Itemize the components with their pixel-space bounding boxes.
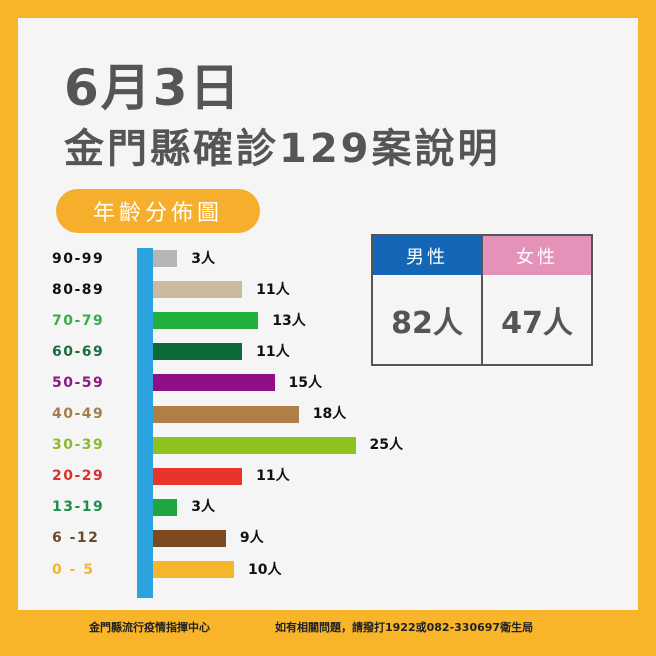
footer-contact: 如有相關問題，請撥打1922或082-330697衛生局 xyxy=(275,621,534,634)
age-bar xyxy=(153,467,243,485)
age-group-label: 40-49 xyxy=(52,406,105,422)
age-bar xyxy=(153,281,243,299)
bar-value-label: 9人 xyxy=(239,530,264,547)
age-bar xyxy=(153,312,259,330)
age-group-label: 0 - 5 xyxy=(52,561,95,578)
bar-value-label: 25人 xyxy=(369,437,403,454)
section-badge-age-distribution: 年齡分佈圖 xyxy=(56,189,260,233)
age-group-label: 80-89 xyxy=(52,281,105,298)
bar-value-label: 3人 xyxy=(191,499,216,516)
date-heading: 6月3日 xyxy=(64,59,242,117)
bar-value-label: 15人 xyxy=(288,374,322,391)
female-header: 女性 xyxy=(483,236,591,275)
gender-col-male: 男性 82人 xyxy=(373,236,481,364)
gender-col-female: 女性 47人 xyxy=(481,236,591,364)
bar-value-label: 3人 xyxy=(191,250,216,267)
male-count: 82人 xyxy=(373,275,481,364)
age-bar xyxy=(153,343,243,361)
age-bar xyxy=(153,374,275,392)
female-count: 47人 xyxy=(483,275,591,364)
bar-value-label: 11人 xyxy=(256,281,290,298)
bar-value-label: 11人 xyxy=(256,343,290,360)
gender-table: 男性 82人 女性 47人 xyxy=(371,234,593,366)
chart-axis xyxy=(137,248,153,598)
age-group-label: 6 -12 xyxy=(52,530,100,547)
info-panel: 6月3日 金門縣確診129案說明 年齡分佈圖 90-99 3人 80-89 11人 70… xyxy=(18,18,638,610)
bar-value-label: 13人 xyxy=(272,312,306,329)
age-group-label: 13-19 xyxy=(52,499,105,516)
male-header: 男性 xyxy=(373,236,481,275)
age-bar xyxy=(153,250,178,267)
age-group-label: 30-39 xyxy=(52,437,105,454)
age-bar xyxy=(153,436,356,454)
age-group-label: 70-79 xyxy=(52,312,105,329)
page-title: 金門縣確診129案說明 xyxy=(64,126,501,172)
age-bar xyxy=(153,498,178,516)
footer-organization: 金門縣流行疫情指揮中心 xyxy=(89,621,210,634)
age-bar xyxy=(153,561,234,578)
bar-value-label: 11人 xyxy=(256,468,290,485)
age-group-label: 60-69 xyxy=(52,343,105,360)
age-group-label: 50-59 xyxy=(52,374,105,391)
bar-value-label: 18人 xyxy=(312,406,347,422)
age-bar xyxy=(153,529,226,547)
bar-value-label: 10人 xyxy=(248,561,282,578)
age-group-label: 90-99 xyxy=(52,250,105,267)
age-group-label: 20-29 xyxy=(52,468,105,485)
age-bar xyxy=(153,405,299,423)
